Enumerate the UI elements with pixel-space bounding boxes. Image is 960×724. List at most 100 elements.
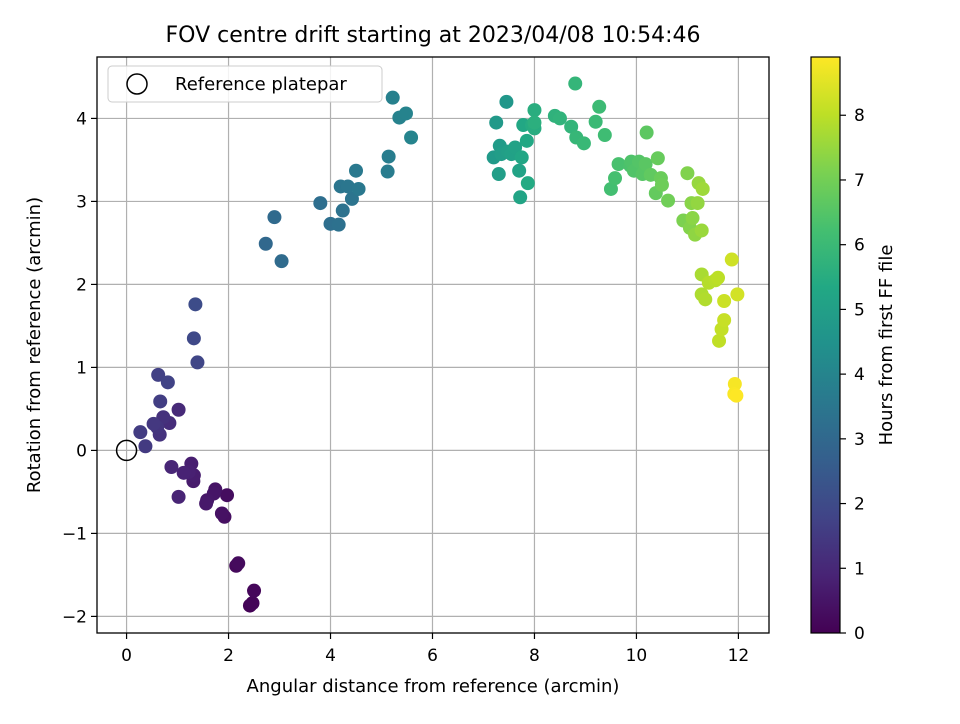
data-point bbox=[331, 217, 346, 232]
data-point bbox=[698, 292, 713, 307]
data-point bbox=[694, 223, 709, 238]
data-point bbox=[513, 190, 528, 205]
data-point bbox=[654, 177, 669, 192]
data-point bbox=[638, 157, 653, 172]
y-axis-ticks: −2 −1 0 1 2 3 4 bbox=[62, 109, 97, 627]
data-point bbox=[564, 119, 579, 134]
colorbar-tick-label: 2 bbox=[854, 495, 865, 515]
data-point bbox=[151, 367, 166, 382]
grid-lines bbox=[97, 57, 769, 633]
colorbar-tick-label: 3 bbox=[854, 430, 865, 450]
data-point bbox=[385, 90, 400, 105]
data-point bbox=[519, 133, 534, 148]
y-tick-label: 2 bbox=[76, 275, 87, 295]
data-point bbox=[514, 150, 529, 165]
data-point bbox=[711, 270, 726, 285]
colorbar-ticks: 0 1 2 3 4 5 6 7 8 bbox=[840, 106, 865, 644]
colorbar: 0 1 2 3 4 5 6 7 8 Hours from first FF file bbox=[810, 56, 897, 644]
data-point bbox=[520, 176, 535, 191]
colorbar-tick-label: 4 bbox=[854, 365, 865, 385]
colorbar-tick-label: 1 bbox=[854, 559, 865, 579]
data-point bbox=[381, 149, 396, 164]
data-point bbox=[220, 488, 235, 503]
data-point bbox=[245, 596, 260, 611]
data-point bbox=[491, 167, 506, 182]
reference-marker bbox=[115, 439, 138, 462]
data-point bbox=[214, 506, 229, 521]
data-point bbox=[508, 140, 523, 155]
y-tick-label: 4 bbox=[76, 109, 87, 129]
data-point bbox=[730, 287, 745, 302]
y-tick-label: −2 bbox=[62, 607, 87, 627]
data-point bbox=[171, 402, 186, 417]
colorbar-tick-label: 6 bbox=[854, 236, 865, 256]
data-point bbox=[404, 130, 419, 145]
x-tick-label: 6 bbox=[427, 646, 438, 666]
colorbar-tick-label: 0 bbox=[854, 624, 865, 644]
data-point bbox=[724, 252, 739, 267]
data-point bbox=[313, 196, 328, 211]
data-point bbox=[247, 583, 262, 598]
data-point bbox=[186, 331, 201, 346]
x-axis-label: Angular distance from reference (arcmin) bbox=[247, 676, 620, 697]
colorbar-tick-label: 7 bbox=[854, 171, 865, 191]
colorbar-label: Hours from first FF file bbox=[876, 245, 897, 446]
data-point bbox=[690, 196, 705, 211]
data-point bbox=[611, 157, 626, 172]
data-point bbox=[527, 115, 542, 130]
data-point bbox=[335, 203, 350, 218]
data-point bbox=[608, 171, 623, 186]
data-point bbox=[380, 164, 395, 179]
data-point bbox=[552, 111, 567, 126]
x-tick-label: 0 bbox=[121, 646, 132, 666]
x-tick-label: 2 bbox=[223, 646, 234, 666]
data-point bbox=[398, 106, 413, 121]
data-point bbox=[512, 163, 527, 178]
data-point bbox=[489, 115, 504, 130]
data-point bbox=[588, 114, 603, 129]
data-point bbox=[190, 355, 205, 370]
data-point bbox=[153, 394, 168, 409]
data-point bbox=[650, 151, 665, 166]
y-tick-label: −1 bbox=[62, 524, 87, 544]
data-point bbox=[340, 179, 355, 194]
data-point bbox=[680, 166, 695, 181]
data-point bbox=[164, 460, 179, 475]
data-point bbox=[274, 254, 289, 269]
data-point bbox=[231, 556, 246, 571]
data-point bbox=[258, 236, 273, 251]
data-point bbox=[351, 181, 366, 196]
data-point bbox=[717, 313, 732, 328]
data-point bbox=[592, 99, 607, 114]
data-point bbox=[344, 191, 359, 206]
y-tick-label: 1 bbox=[76, 358, 87, 378]
colorbar-tick-label: 5 bbox=[854, 300, 865, 320]
data-point bbox=[717, 294, 732, 309]
x-tick-label: 8 bbox=[529, 646, 540, 666]
x-tick-label: 4 bbox=[325, 646, 336, 666]
data-point bbox=[133, 425, 148, 440]
data-point bbox=[695, 181, 710, 196]
data-point bbox=[661, 193, 676, 208]
data-point bbox=[527, 103, 542, 118]
data-point bbox=[639, 125, 654, 140]
data-point bbox=[171, 489, 186, 504]
reference-platepar-point bbox=[115, 439, 138, 462]
data-point bbox=[603, 181, 618, 196]
data-point bbox=[160, 375, 175, 390]
data-point bbox=[576, 136, 591, 151]
data-point bbox=[729, 388, 744, 403]
data-point bbox=[188, 297, 203, 312]
data-point bbox=[199, 496, 214, 511]
data-point bbox=[712, 333, 727, 348]
data-point bbox=[146, 416, 161, 431]
y-tick-label: 0 bbox=[76, 441, 87, 461]
data-point bbox=[499, 94, 514, 109]
x-tick-label: 12 bbox=[728, 646, 750, 666]
data-point bbox=[568, 76, 583, 91]
data-point bbox=[685, 211, 700, 226]
legend: Reference platepar bbox=[107, 65, 383, 103]
colorbar-gradient bbox=[810, 56, 841, 634]
data-point bbox=[267, 210, 282, 225]
